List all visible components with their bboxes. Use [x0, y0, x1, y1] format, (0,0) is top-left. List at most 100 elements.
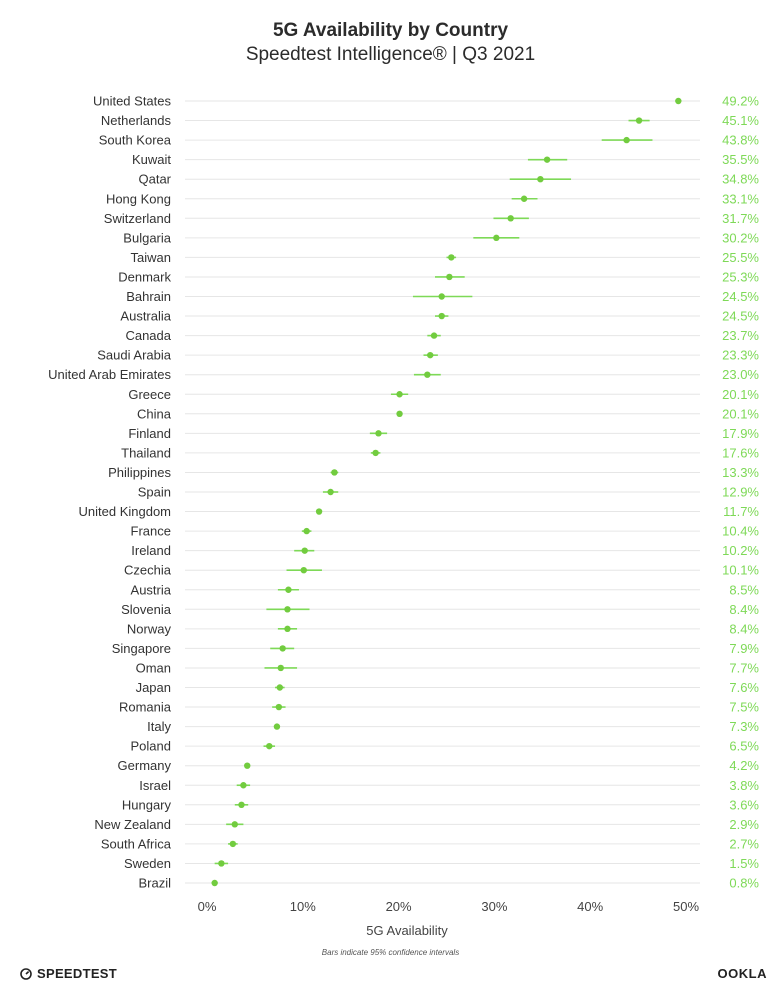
data-point — [372, 449, 379, 457]
country-label: Japan — [136, 680, 171, 695]
value-labels: 49.2% 45.1% 43.8% 35.5% 34.8% 33.1% 31.7% 30.2%… — [722, 94, 759, 891]
data-point — [493, 234, 500, 242]
data-point — [675, 97, 682, 105]
data-point — [427, 351, 434, 359]
country-label: Norway — [127, 621, 172, 636]
data-point — [303, 527, 310, 535]
value-label: 11.7% — [723, 504, 759, 519]
speedtest-wordmark: SPEEDTEST — [37, 966, 117, 981]
value-label: 4.2% — [729, 758, 759, 773]
data-point — [375, 430, 382, 437]
value-label: 8.4% — [729, 621, 759, 636]
data-point — [327, 488, 334, 496]
data-point — [279, 645, 286, 652]
value-label: 10.2% — [722, 543, 759, 558]
value-label: 20.1% — [722, 387, 759, 402]
value-label: 23.0% — [722, 367, 759, 382]
country-label: Israel — [139, 778, 171, 793]
country-label: Taiwan — [131, 250, 171, 265]
data-point — [448, 254, 455, 261]
data-point — [231, 821, 238, 828]
value-label: 8.5% — [729, 582, 759, 597]
x-tick-label: 0% — [198, 899, 217, 914]
value-label: 34.8% — [722, 172, 759, 187]
data-point — [240, 782, 247, 789]
value-label: 8.4% — [729, 602, 759, 617]
country-label: Thailand — [121, 445, 171, 460]
country-label: Italy — [147, 719, 171, 734]
data-points — [211, 97, 682, 887]
country-label: Bahrain — [126, 289, 171, 304]
data-point — [430, 332, 438, 339]
value-label: 49.2% — [722, 94, 759, 109]
speedometer-icon — [20, 967, 32, 980]
country-label: United States — [93, 94, 172, 109]
data-point — [635, 117, 643, 124]
country-label: Australia — [120, 309, 171, 324]
chart-subtitle: Speedtest Intelligence® | Q3 2021 — [245, 44, 536, 65]
data-point — [284, 606, 291, 613]
data-point — [331, 469, 338, 476]
data-point — [507, 215, 514, 222]
value-label: 6.5% — [729, 739, 759, 754]
data-point — [300, 567, 307, 574]
country-label: Slovenia — [121, 602, 172, 617]
data-point — [244, 762, 251, 769]
country-label: Kuwait — [132, 152, 171, 167]
data-point — [238, 801, 245, 808]
value-label: 2.7% — [729, 836, 759, 851]
data-point — [277, 664, 284, 672]
data-point — [229, 840, 237, 848]
speedtest-logo: SPEEDTEST — [20, 966, 117, 981]
country-label: Denmark — [118, 269, 171, 284]
value-label: 25.5% — [722, 250, 759, 265]
country-label: Germany — [118, 758, 172, 773]
country-label: Finland — [128, 426, 171, 441]
country-label: United Arab Emirates — [48, 367, 171, 382]
data-point — [285, 586, 292, 593]
country-label: China — [137, 406, 172, 421]
value-label: 17.9% — [722, 426, 759, 441]
value-label: 33.1% — [722, 191, 759, 206]
country-label: Ireland — [131, 543, 171, 558]
country-label: Austria — [131, 582, 172, 597]
country-label: Oman — [136, 660, 171, 675]
value-label: 17.6% — [722, 445, 759, 460]
value-label: 12.9% — [722, 485, 759, 500]
value-label: 43.8% — [722, 133, 759, 148]
x-tick-label: 40% — [577, 899, 603, 914]
value-label: 7.7% — [729, 660, 759, 675]
value-label: 24.5% — [722, 309, 759, 324]
data-point — [276, 684, 284, 691]
x-tick-label: 30% — [481, 899, 507, 914]
country-label: Hong Kong — [106, 191, 171, 206]
data-point — [218, 860, 225, 867]
confidence-note: Bars indicate 95% confidence intervals — [321, 948, 460, 957]
x-tick-label: 50% — [673, 899, 699, 914]
value-label: 45.1% — [722, 113, 759, 128]
value-label: 2.9% — [729, 817, 759, 832]
data-point — [273, 723, 281, 730]
country-label: Netherlands — [101, 113, 172, 128]
data-point — [266, 742, 273, 750]
data-point — [301, 547, 308, 554]
data-point — [438, 312, 445, 320]
data-point — [315, 508, 323, 515]
x-tick-label: 20% — [386, 899, 412, 914]
country-label: Singapore — [112, 641, 171, 656]
country-label: South Korea — [99, 133, 172, 148]
data-point — [537, 176, 544, 183]
data-point — [284, 625, 291, 633]
value-label: 3.6% — [729, 797, 759, 812]
country-label: Brazil — [138, 876, 171, 891]
country-label: Bulgaria — [123, 230, 171, 245]
value-label: 31.7% — [722, 211, 759, 226]
value-label: 20.1% — [722, 406, 759, 421]
country-label: United Kingdom — [79, 504, 172, 519]
country-label: Sweden — [124, 856, 171, 871]
data-point — [396, 391, 403, 398]
country-label: Romania — [119, 700, 172, 715]
country-label: Qatar — [138, 172, 171, 187]
value-label: 7.9% — [729, 641, 759, 656]
value-label: 23.3% — [722, 348, 759, 363]
